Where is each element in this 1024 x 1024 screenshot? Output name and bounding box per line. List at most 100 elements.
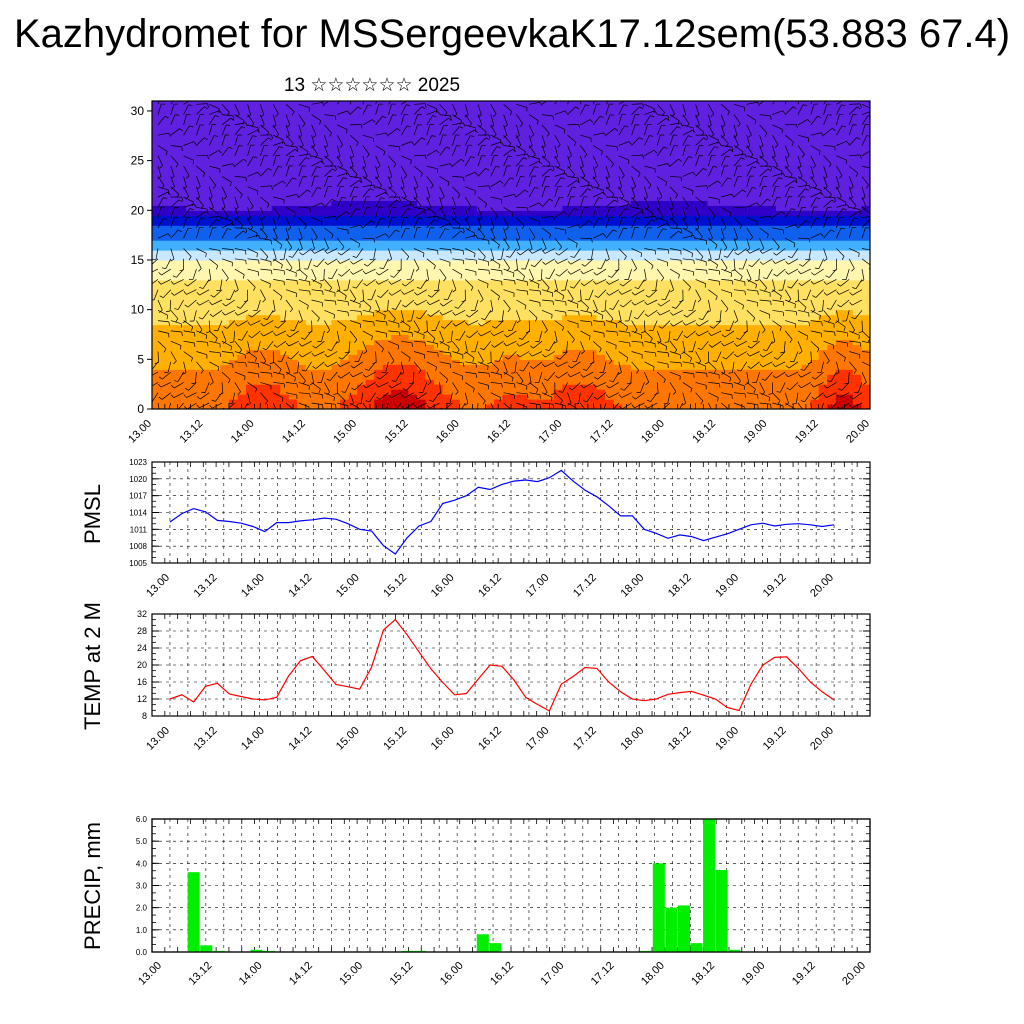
temp-y-tick: 8 <box>142 711 147 721</box>
pmsl-y-tick: 1020 <box>129 475 147 484</box>
heatmap-x-tick-15.12: 15.12 <box>383 418 411 446</box>
precip-x-tick-18.12: 18.12 <box>689 960 717 988</box>
temp-x-tick-14.00: 14.00 <box>239 725 267 753</box>
pmsl-x-tick-19.12: 19.12 <box>761 572 789 600</box>
temp-x-tick-15.00: 15.00 <box>334 725 362 753</box>
pmsl-y-tick: 1011 <box>130 525 148 534</box>
temp-x-tick-16.00: 16.00 <box>429 725 457 753</box>
precip-x-tick-16.12: 16.12 <box>488 960 516 988</box>
heatmap-y-tick: 30 <box>131 104 145 118</box>
heatmap-x-tick-19.00: 19.00 <box>742 418 770 446</box>
heatmap-x-tick-13.12: 13.12 <box>177 418 205 446</box>
pmsl-x-tick-18.00: 18.00 <box>618 572 646 600</box>
pmsl-x-tick-16.00: 16.00 <box>429 572 457 600</box>
heatmap-field <box>152 101 870 409</box>
precip-y-tick: 5.0 <box>136 837 148 846</box>
precip-bar <box>652 863 665 952</box>
temp-x-tick-18.12: 18.12 <box>666 725 694 753</box>
precip-y-tick: 3.0 <box>136 882 148 891</box>
pmsl-x-tick-13.12: 13.12 <box>192 572 220 600</box>
precip-y-tick: 1.0 <box>136 926 148 935</box>
precip-x-tick-20.00: 20.00 <box>840 960 868 988</box>
precip-bar <box>665 907 678 952</box>
precip-x-tick-19.00: 19.00 <box>740 960 768 988</box>
heatmap-x-tick-14.00: 14.00 <box>229 418 257 446</box>
pmsl-ylabel: PMSL <box>80 484 105 544</box>
pmsl-y-tick: 1008 <box>129 542 147 551</box>
precip-bar <box>187 872 200 952</box>
pmsl-x-tick-13.00: 13.00 <box>144 572 172 600</box>
pmsl-frame <box>151 461 871 564</box>
temp-x-tick-19.00: 19.00 <box>713 725 741 753</box>
temp-x-tick-15.12: 15.12 <box>381 725 409 753</box>
temp-x-tick-17.12: 17.12 <box>571 725 599 753</box>
precip-x-tick-15.12: 15.12 <box>388 960 416 988</box>
precip-bar <box>677 905 690 952</box>
heatmap-x-tick-13.00: 13.00 <box>126 418 154 446</box>
precip-y-tick: 6.0 <box>136 815 148 824</box>
heatmap-y-tick: 15 <box>131 253 145 267</box>
pmsl-series-line <box>169 469 835 555</box>
pmsl-x-tick-19.00: 19.00 <box>713 572 741 600</box>
pmsl-x-tick-18.12: 18.12 <box>666 572 694 600</box>
precip-bar <box>476 934 489 952</box>
pmsl-y-tick: 1005 <box>129 559 147 568</box>
precip-x-tick-14.00: 14.00 <box>237 960 265 988</box>
temp-x-tick-17.00: 17.00 <box>524 725 552 753</box>
heatmap-y-tick: 20 <box>131 203 145 217</box>
heatmap-x-tick-15.00: 15.00 <box>331 418 359 446</box>
precip-x-tick-18.00: 18.00 <box>639 960 667 988</box>
temp-frame <box>151 613 871 717</box>
pmsl-y-tick: 1017 <box>129 492 147 501</box>
pmsl-x-tick-15.00: 15.00 <box>334 572 362 600</box>
precip-x-tick-19.12: 19.12 <box>790 960 818 988</box>
heatmap-y-tick: 10 <box>131 303 145 317</box>
heatmap-frame <box>151 100 871 410</box>
temp-panel: 8 12 16 20 24 28 32 13.00 13.12 14.00 14.12 15.00 15… <box>80 602 871 753</box>
pmsl-x-tick-17.00: 17.00 <box>524 572 552 600</box>
precip-y-tick: 2.0 <box>136 904 148 913</box>
precip-x-tick-17.00: 17.00 <box>538 960 566 988</box>
heatmap-x-tick-19.12: 19.12 <box>793 418 821 446</box>
temp-x-tick-18.00: 18.00 <box>618 725 646 753</box>
heatmap-x-tick-18.12: 18.12 <box>690 418 718 446</box>
precip-bar <box>715 869 728 952</box>
temp-x-tick-16.12: 16.12 <box>476 725 504 753</box>
precip-x-tick-17.12: 17.12 <box>589 960 617 988</box>
temp-ylabel: TEMP at 2 M <box>80 602 105 730</box>
temp-series-line <box>169 618 835 712</box>
heatmap-x-tick-20.00: 20.00 <box>844 418 872 446</box>
pmsl-y-tick: 1014 <box>129 509 147 518</box>
precip-bar <box>690 943 703 952</box>
temp-y-tick: 12 <box>137 694 147 704</box>
heatmap-y-tick: 0 <box>137 402 144 416</box>
temp-y-tick: 24 <box>137 643 147 653</box>
precip-bar <box>250 949 263 952</box>
pmsl-x-tick-17.12: 17.12 <box>571 572 599 600</box>
temp-y-tick: 16 <box>137 677 147 687</box>
precip-ylabel: PRECIP, mm <box>80 822 105 950</box>
precip-x-tick-14.12: 14.12 <box>287 960 315 988</box>
pmsl-x-tick-20.00: 20.00 <box>808 572 836 600</box>
heatmap-x-tick-16.12: 16.12 <box>485 418 513 446</box>
temp-x-tick-13.12: 13.12 <box>192 725 220 753</box>
precip-y-tick: 0.0 <box>136 948 148 957</box>
pmsl-x-tick-14.12: 14.12 <box>286 572 314 600</box>
precip-bar <box>200 945 213 952</box>
heatmap-x-tick-17.00: 17.00 <box>536 418 564 446</box>
precip-y-tick: 4.0 <box>136 859 148 868</box>
chart-title: Kazhydromet for MSSergeevkaK17.12sem(53.… <box>13 12 1011 56</box>
precip-bar <box>703 819 716 952</box>
cross-section-panel: 0 5 10 15 20 25 30 13.00 13.12 14.00 14.12 15.00 15.… <box>126 100 872 446</box>
precip-x-tick-13.12: 13.12 <box>186 960 214 988</box>
precip-panel: 0.0 1.0 2.0 3.0 4.0 5.0 6.0 13.00 13.12 14.00 14.1… <box>80 815 871 988</box>
heatmap-x-tick-18.00: 18.00 <box>639 418 667 446</box>
wind-barbs <box>152 101 870 409</box>
pmsl-x-tick-15.12: 15.12 <box>381 572 409 600</box>
temp-y-tick: 20 <box>137 660 147 670</box>
precip-x-tick-15.00: 15.00 <box>337 960 365 988</box>
precip-bar <box>728 949 741 952</box>
precip-bar <box>489 943 502 952</box>
precip-x-tick-16.00: 16.00 <box>438 960 466 988</box>
